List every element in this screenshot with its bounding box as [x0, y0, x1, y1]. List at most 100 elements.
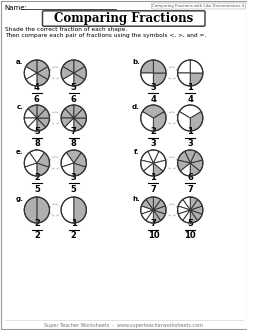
Wedge shape [37, 60, 47, 73]
Wedge shape [189, 151, 202, 163]
FancyBboxPatch shape [1, 1, 246, 329]
Text: d.: d. [131, 104, 139, 110]
Wedge shape [189, 206, 202, 214]
Wedge shape [140, 60, 153, 73]
Wedge shape [73, 67, 86, 80]
Wedge shape [153, 160, 165, 171]
Wedge shape [73, 163, 85, 176]
Wedge shape [62, 60, 73, 73]
Wedge shape [178, 210, 189, 220]
Wedge shape [61, 163, 73, 176]
Wedge shape [177, 160, 189, 171]
Wedge shape [140, 160, 153, 171]
Text: Name:: Name: [5, 5, 28, 11]
Wedge shape [177, 60, 189, 73]
Wedge shape [178, 199, 189, 210]
Text: 6: 6 [187, 173, 193, 182]
Wedge shape [61, 152, 73, 167]
Wedge shape [145, 197, 153, 210]
Wedge shape [153, 112, 165, 131]
Wedge shape [141, 199, 153, 210]
Wedge shape [66, 150, 81, 163]
Wedge shape [189, 60, 202, 73]
Wedge shape [189, 210, 197, 223]
Text: b.: b. [131, 59, 139, 65]
Wedge shape [61, 118, 73, 127]
Wedge shape [153, 151, 165, 163]
Wedge shape [37, 197, 49, 223]
Text: 1: 1 [187, 82, 193, 91]
Wedge shape [177, 151, 189, 163]
Wedge shape [65, 118, 73, 131]
Wedge shape [177, 112, 189, 131]
Wedge shape [147, 150, 158, 163]
Wedge shape [182, 197, 189, 210]
Wedge shape [24, 109, 37, 118]
Wedge shape [153, 73, 165, 86]
Wedge shape [153, 60, 165, 73]
Wedge shape [25, 163, 37, 176]
Wedge shape [177, 206, 189, 214]
Wedge shape [189, 73, 202, 86]
Wedge shape [37, 118, 46, 131]
Wedge shape [140, 73, 153, 86]
Wedge shape [61, 197, 73, 223]
Text: Comparing Fractions: Comparing Fractions [53, 12, 192, 25]
Wedge shape [179, 105, 200, 118]
Text: 3: 3 [187, 140, 192, 148]
Wedge shape [140, 112, 153, 131]
Text: 5: 5 [34, 127, 40, 137]
Text: 10: 10 [147, 232, 158, 241]
Text: 4: 4 [187, 94, 193, 104]
Wedge shape [37, 73, 47, 86]
Wedge shape [73, 109, 86, 118]
Text: 5: 5 [187, 219, 193, 228]
Wedge shape [189, 199, 201, 210]
Text: 2: 2 [34, 173, 40, 182]
Wedge shape [141, 210, 153, 220]
Text: Comparing Fractions with Like Denominators 4: Comparing Fractions with Like Denominato… [152, 4, 244, 8]
Wedge shape [37, 118, 49, 127]
Wedge shape [177, 73, 189, 86]
Text: 1: 1 [150, 173, 156, 182]
Text: 5: 5 [71, 82, 76, 91]
Text: c.: c. [16, 104, 23, 110]
Text: 6: 6 [71, 94, 76, 104]
Text: 8: 8 [71, 140, 76, 148]
Wedge shape [24, 118, 37, 127]
Wedge shape [37, 67, 49, 80]
Text: f.: f. [134, 149, 139, 155]
Text: 7: 7 [187, 184, 192, 193]
Wedge shape [153, 197, 160, 210]
Wedge shape [26, 73, 37, 86]
Wedge shape [65, 105, 73, 118]
Wedge shape [189, 210, 201, 220]
Wedge shape [73, 118, 82, 131]
Text: Shade the correct fraction of each shape.: Shade the correct fraction of each shape… [5, 27, 126, 32]
Wedge shape [140, 151, 153, 163]
Wedge shape [24, 67, 37, 80]
Text: g.: g. [15, 196, 23, 202]
Text: 7: 7 [71, 127, 76, 137]
Text: 2: 2 [34, 219, 40, 228]
Wedge shape [37, 163, 49, 176]
Wedge shape [73, 105, 82, 118]
Text: 5: 5 [34, 184, 40, 193]
Wedge shape [180, 163, 189, 176]
Text: 10: 10 [184, 232, 195, 241]
Wedge shape [73, 118, 86, 127]
Wedge shape [29, 150, 44, 163]
Wedge shape [145, 210, 153, 223]
Text: 1: 1 [71, 219, 76, 228]
Wedge shape [182, 210, 189, 223]
Wedge shape [189, 197, 197, 210]
Text: a.: a. [16, 59, 23, 65]
Wedge shape [37, 109, 49, 118]
Wedge shape [153, 199, 165, 210]
Text: 7: 7 [150, 219, 156, 228]
Text: 2: 2 [150, 127, 156, 137]
Text: 4: 4 [34, 82, 40, 91]
Wedge shape [37, 105, 46, 118]
FancyBboxPatch shape [42, 11, 204, 26]
Text: 3: 3 [150, 140, 156, 148]
